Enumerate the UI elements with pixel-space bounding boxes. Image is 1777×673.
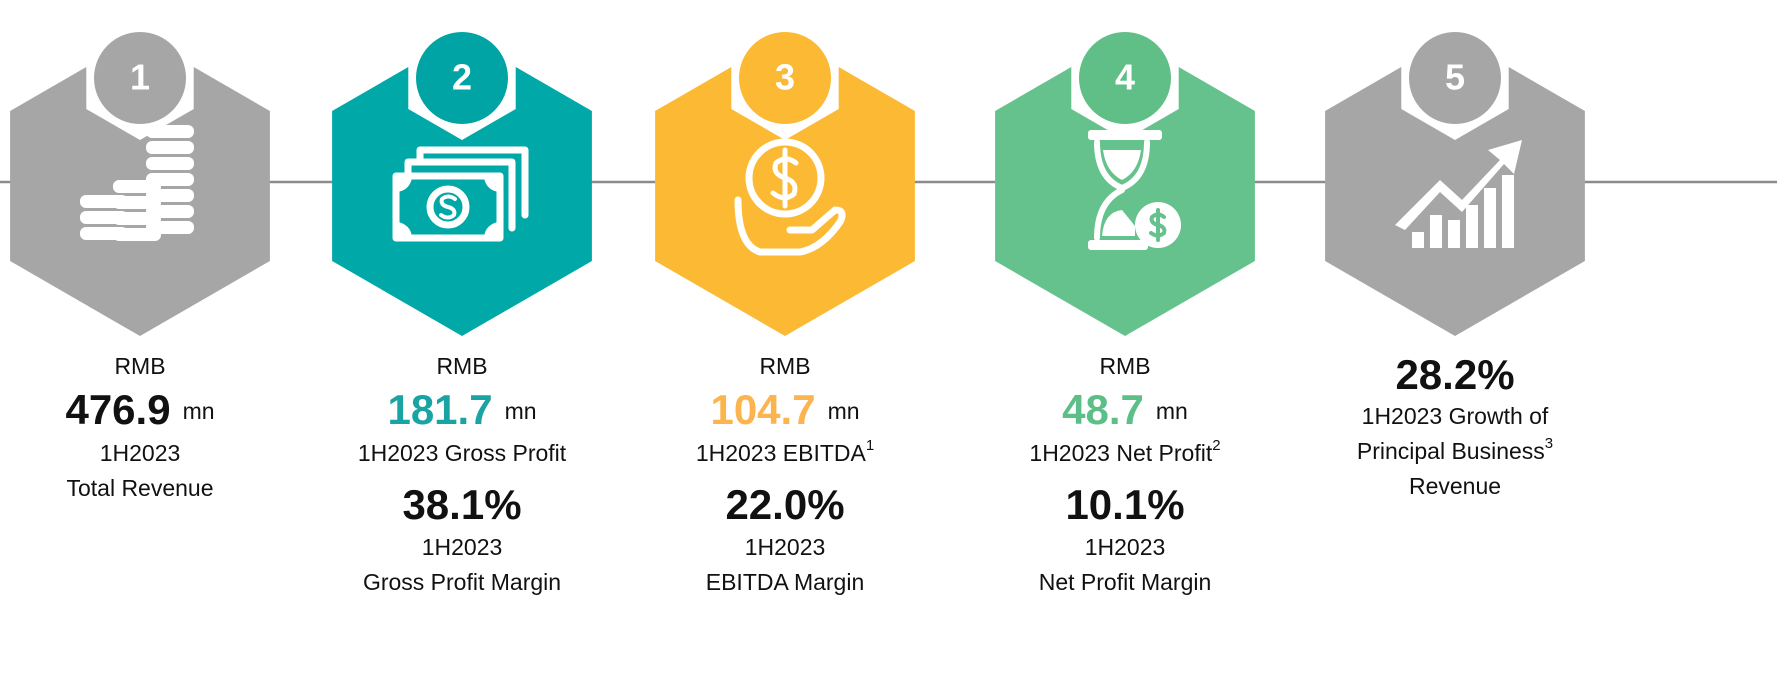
badge-number: 4: [1115, 57, 1135, 98]
value: 48.7: [1062, 386, 1144, 433]
coins-icon: [80, 125, 194, 241]
currency: RMB: [759, 353, 810, 379]
value-line: 181.7 mn: [387, 386, 536, 433]
label-text: 1H2023 Growth of: [1362, 403, 1549, 429]
label-text: 1H2023: [745, 534, 826, 560]
growth-icon: [1395, 140, 1522, 248]
badge-circle: [739, 32, 831, 124]
label-line: 1H2023 Gross Profit: [358, 440, 567, 466]
label-text: 1H2023: [100, 440, 181, 466]
label-text: 1H2023: [1085, 534, 1166, 560]
currency: RMB: [1099, 353, 1150, 379]
label-line: Gross Profit Margin: [363, 569, 561, 595]
label-line: 1H2023 EBITDA1: [696, 437, 874, 466]
badge-number: 3: [775, 57, 795, 98]
label-line: 1H2023 Growth of: [1362, 403, 1549, 429]
label-text: Revenue: [1409, 473, 1501, 499]
badge-circle: [1409, 32, 1501, 124]
hourglass-icon: [1088, 130, 1181, 250]
footnote-mark: 1: [866, 437, 874, 454]
value-line: 104.7 mn: [710, 386, 859, 433]
hexagon: [332, 36, 592, 336]
value-line: 476.9 mn: [65, 386, 214, 433]
hexagons: 1 2 3 4 5: [10, 16, 1585, 336]
value: 476.9: [65, 386, 170, 433]
value: 181.7: [387, 386, 492, 433]
label-text: Net Profit Margin: [1039, 569, 1212, 595]
bills-icon: [392, 146, 529, 242]
label-line: Principal Business3: [1357, 435, 1553, 464]
label-line: 1H2023: [745, 534, 826, 560]
currency: RMB: [436, 353, 487, 379]
badge-circle: [416, 32, 508, 124]
label-line: Net Profit Margin: [1039, 569, 1212, 595]
value-line: 48.7 mn: [1062, 386, 1188, 433]
hand-coin-icon: [734, 138, 846, 256]
margin: 10.1%: [1065, 481, 1184, 528]
badge-circle: [94, 32, 186, 124]
unit: mn: [1156, 398, 1188, 424]
unit: mn: [505, 398, 537, 424]
label-text: Gross Profit Margin: [363, 569, 561, 595]
value: 28.2%: [1395, 351, 1514, 398]
margin: 22.0%: [725, 481, 844, 528]
label-line: Revenue: [1409, 473, 1501, 499]
label-line: 1H2023 Net Profit2: [1029, 437, 1220, 466]
label-line: 1H2023: [100, 440, 181, 466]
badge-number: 2: [452, 57, 472, 98]
label-text: 1H2023 Gross Profit: [358, 440, 567, 466]
footnote-mark: 3: [1545, 435, 1553, 452]
label-text: 1H2023 Net Profit: [1029, 440, 1212, 466]
margin: 38.1%: [402, 481, 521, 528]
hexagon: [1325, 36, 1585, 336]
currency: RMB: [114, 353, 165, 379]
label-text: 1H2023: [422, 534, 503, 560]
label-line: EBITDA Margin: [706, 569, 865, 595]
badge-number: 1: [130, 57, 150, 98]
footnote-mark: 2: [1212, 437, 1220, 454]
label-text: Total Revenue: [66, 475, 213, 501]
badge-number: 5: [1445, 57, 1465, 98]
label-text: 1H2023 EBITDA: [696, 440, 867, 466]
label-line: Total Revenue: [66, 475, 213, 501]
unit: mn: [183, 398, 215, 424]
unit: mn: [828, 398, 860, 424]
value: 104.7: [710, 386, 815, 433]
label-text: EBITDA Margin: [706, 569, 865, 595]
label-line: 1H2023: [1085, 534, 1166, 560]
badge-circle: [1079, 32, 1171, 124]
label-line: 1H2023: [422, 534, 503, 560]
label-text: Principal Business: [1357, 438, 1545, 464]
